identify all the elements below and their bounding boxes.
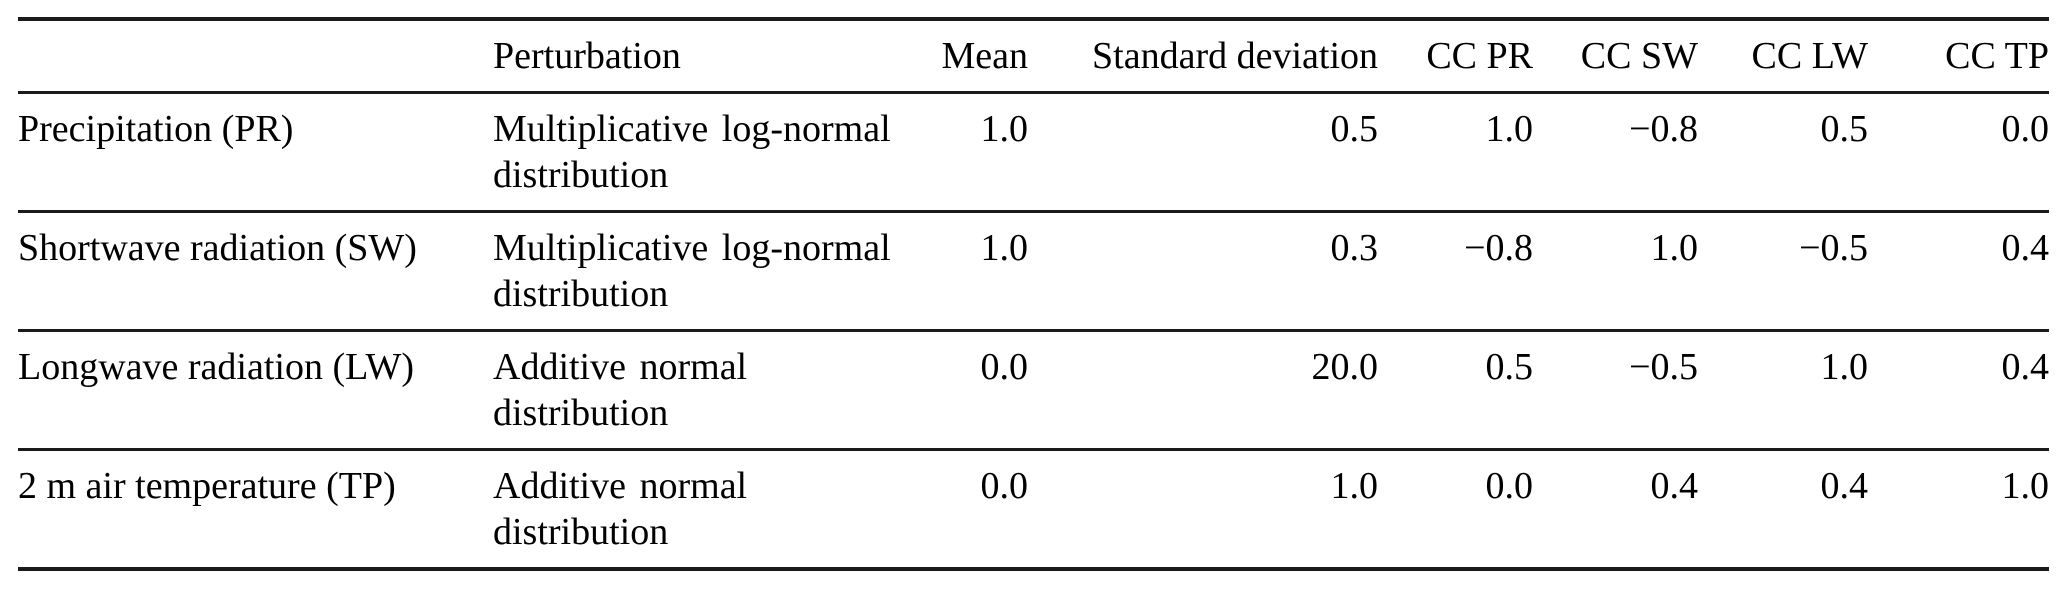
cell-mean: 0.0 [980, 346, 1029, 388]
column-header-perturbation: Perturbation [493, 35, 681, 77]
cell-standard-deviation: 20.0 [1311, 346, 1379, 388]
cell-cc-sw: −0.5 [1629, 346, 1698, 388]
cell-mean: 1.0 [980, 227, 1029, 269]
cell-cc-tp: 0.4 [2001, 346, 2050, 388]
cell-perturbation: Multiplicative log-normal distribution [493, 227, 891, 315]
cell-cc-pr: 1.0 [1485, 108, 1534, 150]
cell-standard-deviation: 0.5 [1330, 108, 1379, 150]
row-label: Longwave radiation (LW) [18, 346, 415, 388]
column-header-variable [18, 19, 493, 93]
table-row-shortwave-radiation: Shortwave radiation (SW) Multiplicative … [18, 212, 2049, 331]
cell-mean: 1.0 [980, 108, 1029, 150]
table-header-row: Perturbation Mean Standard deviation CC … [18, 19, 2049, 93]
cell-cc-tp: 0.4 [2001, 227, 2050, 269]
table-row-air-temperature: 2 m air temperature (TP) Additive normal… [18, 450, 2050, 569]
table-row-precipitation: Precipitation (PR) Multiplicative log-no… [18, 93, 2049, 212]
column-header-cc-pr: CC PR [1426, 35, 1533, 77]
cell-cc-lw: 0.5 [1820, 108, 1869, 150]
column-header-cc-sw: CC SW [1580, 35, 1698, 77]
cell-cc-lw: 0.4 [1820, 465, 1869, 507]
cell-standard-deviation: 1.0 [1330, 465, 1379, 507]
row-label: 2 m air temperature (TP) [18, 465, 396, 507]
table-row-longwave-radiation: Longwave radiation (LW) Additive normal … [18, 331, 2049, 450]
column-header-cc-tp: CC TP [1945, 35, 2049, 77]
cell-cc-lw: 1.0 [1820, 346, 1869, 388]
cell-cc-pr: 0.0 [1485, 465, 1534, 507]
cell-cc-sw: −0.8 [1629, 108, 1698, 150]
column-header-mean: Mean [941, 35, 1028, 77]
perturbation-parameters-table: Perturbation Mean Standard deviation CC … [18, 17, 2049, 571]
row-label: Precipitation (PR) [18, 108, 294, 150]
cell-perturbation: Additive normal distribution [493, 465, 748, 553]
cell-standard-deviation: 0.3 [1330, 227, 1379, 269]
cell-cc-sw: 1.0 [1650, 227, 1699, 269]
cell-mean: 0.0 [980, 465, 1029, 507]
cell-cc-lw: −0.5 [1799, 227, 1868, 269]
cell-cc-pr: 0.5 [1485, 346, 1534, 388]
cell-perturbation: Multiplicative log-normal distribution [493, 108, 891, 196]
cell-cc-tp: 1.0 [2001, 465, 2050, 507]
cell-cc-sw: 0.4 [1650, 465, 1699, 507]
row-label: Shortwave radiation (SW) [18, 227, 417, 269]
cell-cc-pr: −0.8 [1464, 227, 1533, 269]
column-header-standard-deviation: Standard deviation [1092, 35, 1378, 77]
column-header-cc-lw: CC LW [1751, 35, 1868, 77]
cell-cc-tp: 0.0 [2001, 108, 2050, 150]
cell-perturbation: Additive normal distribution [493, 346, 748, 434]
